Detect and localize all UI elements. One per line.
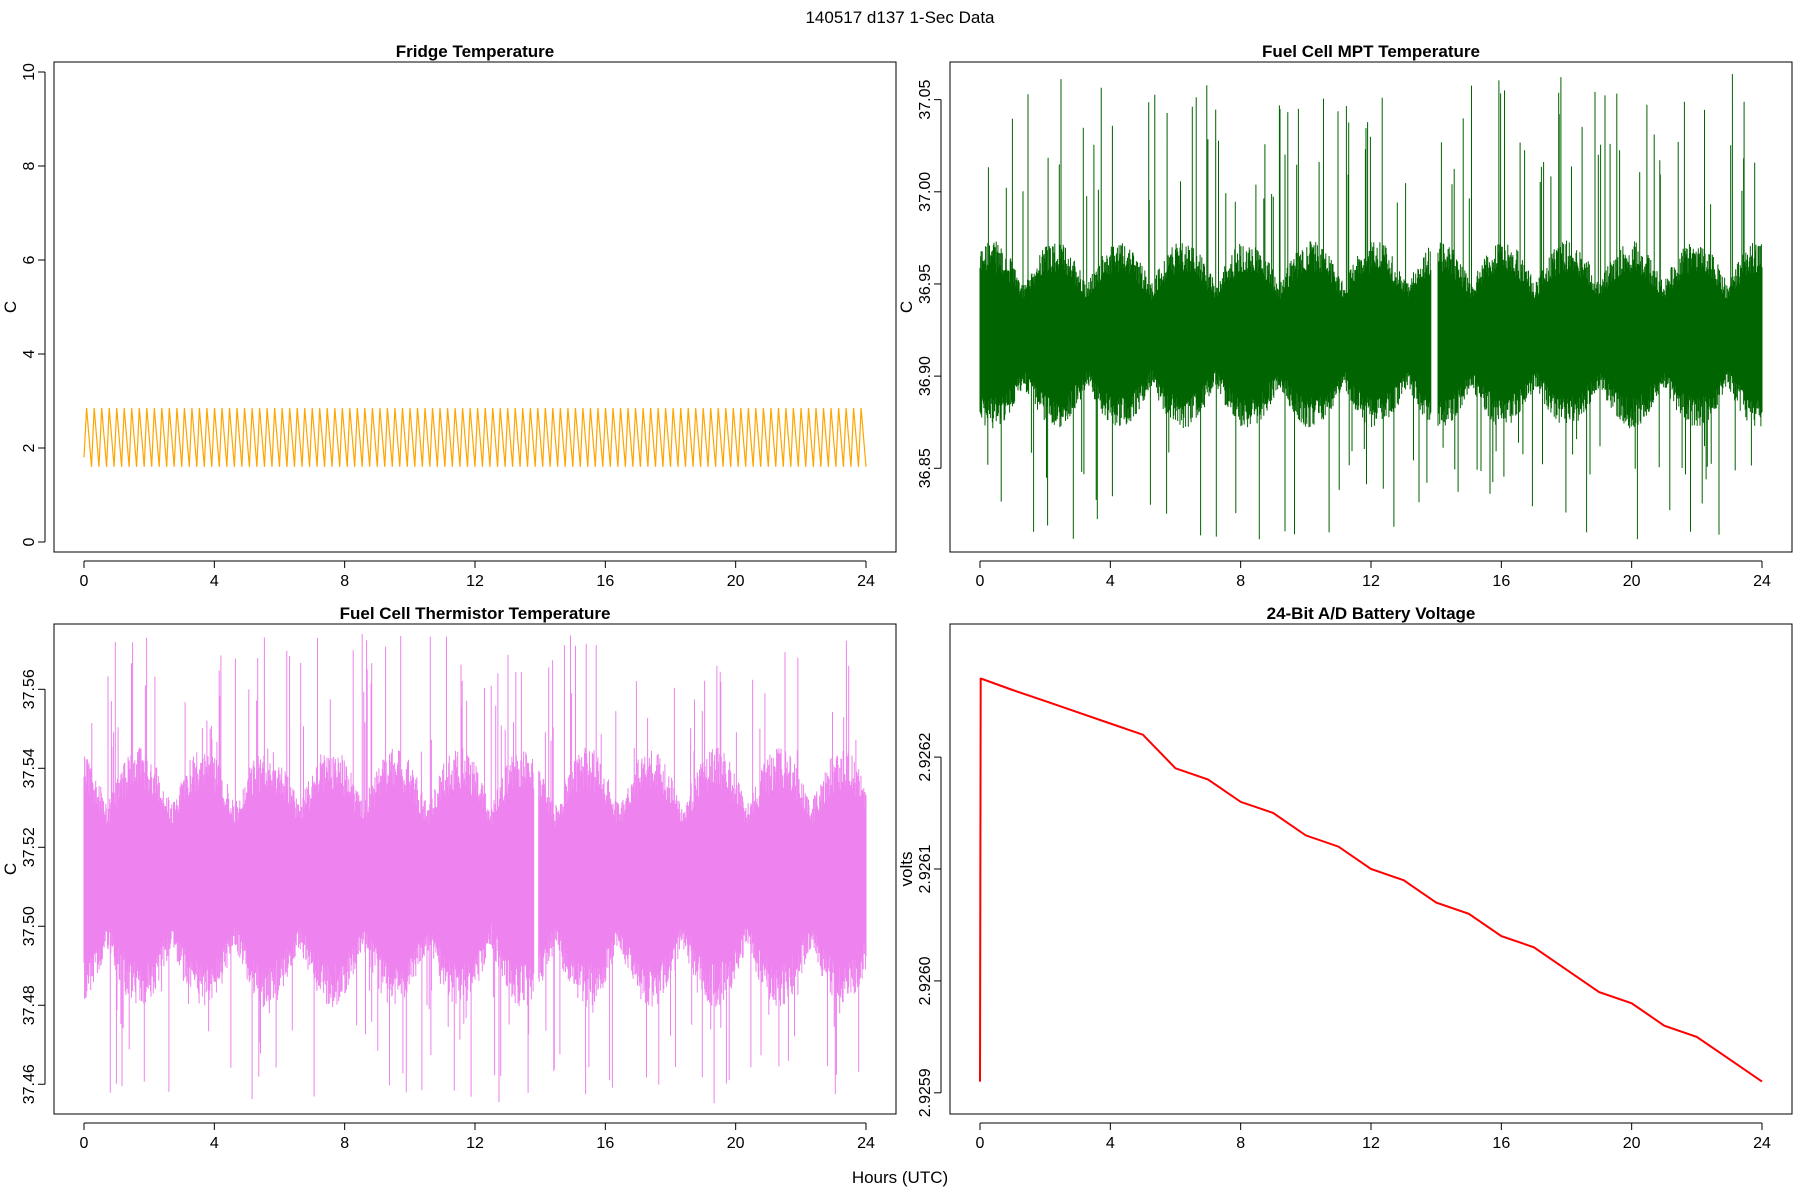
y-tick-label: 6 (21, 255, 38, 264)
x-tick-label: 24 (1753, 573, 1771, 590)
x-tick-label: 4 (1106, 1135, 1115, 1152)
y-axis: 36.85 36.90 36.95 37.00 37.05 (917, 80, 942, 488)
x-tick-label: 12 (466, 573, 484, 590)
y-axis-label: C (1, 301, 20, 313)
y-tick-label: 37.56 (21, 669, 38, 709)
y-tick-label: 36.95 (917, 264, 934, 304)
x-axis: 0 4 8 12 16 20 24 (976, 560, 1771, 590)
x-tick-label: 0 (80, 573, 89, 590)
x-tick-label: 4 (210, 1135, 219, 1152)
y-tick-label: 4 (21, 349, 38, 358)
y-tick-label: 2.9260 (917, 956, 934, 1005)
y-tick-label: 2.9259 (917, 1068, 934, 1117)
x-axis: 0 4 8 12 16 20 24 (80, 560, 875, 590)
data-trace (979, 74, 1763, 540)
series-fuel-cell-mpt-temperature (979, 74, 1763, 540)
series-24-bit-a-d-battery-voltage (979, 677, 1763, 1083)
y-axis: 0 2 4 6 8 10 (21, 63, 46, 546)
x-tick-label: 20 (1623, 1135, 1641, 1152)
y-axis-label: C (1, 863, 20, 875)
plot-frame (949, 623, 1793, 1115)
series-fuel-cell-thermistor-temperature (83, 634, 867, 1104)
chart-panel-fuel-cell-mpt-temperature: Fuel Cell MPT Temperature 0 4 8 12 16 20 24 36.8… (897, 42, 1793, 590)
panel-title: Fuel Cell MPT Temperature (1262, 42, 1480, 61)
y-tick-label: 36.85 (917, 448, 934, 488)
y-tick-label: 8 (21, 161, 38, 170)
y-axis: 37.46 37.48 37.50 37.52 37.54 37.56 (21, 669, 46, 1104)
x-tick-label: 16 (1492, 573, 1510, 590)
y-tick-label: 2.9262 (917, 733, 934, 782)
series-fridge-temperature (83, 407, 867, 467)
x-tick-label: 12 (1362, 573, 1380, 590)
y-tick-label: 37.50 (21, 906, 38, 946)
x-tick-label: 8 (340, 1135, 349, 1152)
x-tick-label: 16 (596, 573, 614, 590)
x-axis: 0 4 8 12 16 20 24 (80, 1122, 875, 1152)
x-tick-label: 0 (976, 573, 985, 590)
y-axis: 2.9259 2.9260 2.9261 2.9262 (917, 733, 942, 1117)
figure-title: 140517 d137 1-Sec Data (805, 8, 995, 27)
x-tick-label: 0 (976, 1135, 985, 1152)
y-tick-label: 0 (21, 537, 38, 546)
x-tick-label: 20 (727, 1135, 745, 1152)
x-tick-label: 4 (1106, 573, 1115, 590)
plot-frame (949, 61, 1793, 553)
data-line (83, 407, 867, 467)
x-tick-label: 24 (1753, 1135, 1771, 1152)
data-line (979, 677, 1763, 1083)
panel-title: Fuel Cell Thermistor Temperature (340, 604, 611, 623)
y-axis-label: volts (897, 852, 916, 887)
y-tick-label: 37.05 (917, 80, 934, 120)
panel-title: Fridge Temperature (396, 42, 554, 61)
x-tick-label: 20 (727, 573, 745, 590)
x-tick-label: 24 (857, 573, 875, 590)
y-tick-label: 2 (21, 443, 38, 452)
y-tick-label: 10 (21, 63, 38, 81)
y-tick-label: 37.00 (917, 172, 934, 212)
y-tick-label: 37.46 (21, 1064, 38, 1104)
y-tick-label: 2.9261 (917, 844, 934, 893)
x-tick-label: 20 (1623, 573, 1641, 590)
shared-x-axis-label: Hours (UTC) (852, 1168, 948, 1187)
x-tick-label: 4 (210, 573, 219, 590)
x-tick-label: 8 (340, 573, 349, 590)
x-tick-label: 24 (857, 1135, 875, 1152)
plot-frame (53, 623, 897, 1115)
x-tick-label: 16 (1492, 1135, 1510, 1152)
data-trace (83, 634, 867, 1104)
x-tick-label: 16 (596, 1135, 614, 1152)
x-tick-label: 8 (1236, 1135, 1245, 1152)
y-tick-label: 37.54 (21, 748, 38, 788)
x-tick-label: 0 (80, 1135, 89, 1152)
plot-frame (53, 61, 897, 553)
y-axis-label: C (897, 301, 916, 313)
chart-panel-fuel-cell-thermistor-temperature: Fuel Cell Thermistor Temperature 0 4 8 12 16 2… (1, 604, 897, 1152)
x-tick-label: 12 (466, 1135, 484, 1152)
x-tick-label: 12 (1362, 1135, 1380, 1152)
y-tick-label: 37.48 (21, 985, 38, 1025)
chart-panel-24-bit-a-d-battery-voltage: 24-Bit A/D Battery Voltage 0 4 8 12 16 20 24 2.9… (897, 604, 1793, 1152)
x-tick-label: 8 (1236, 573, 1245, 590)
y-tick-label: 36.90 (917, 356, 934, 396)
y-tick-label: 37.52 (21, 827, 38, 867)
panel-title: 24-Bit A/D Battery Voltage (1267, 604, 1476, 623)
x-axis: 0 4 8 12 16 20 24 (976, 1122, 1771, 1152)
